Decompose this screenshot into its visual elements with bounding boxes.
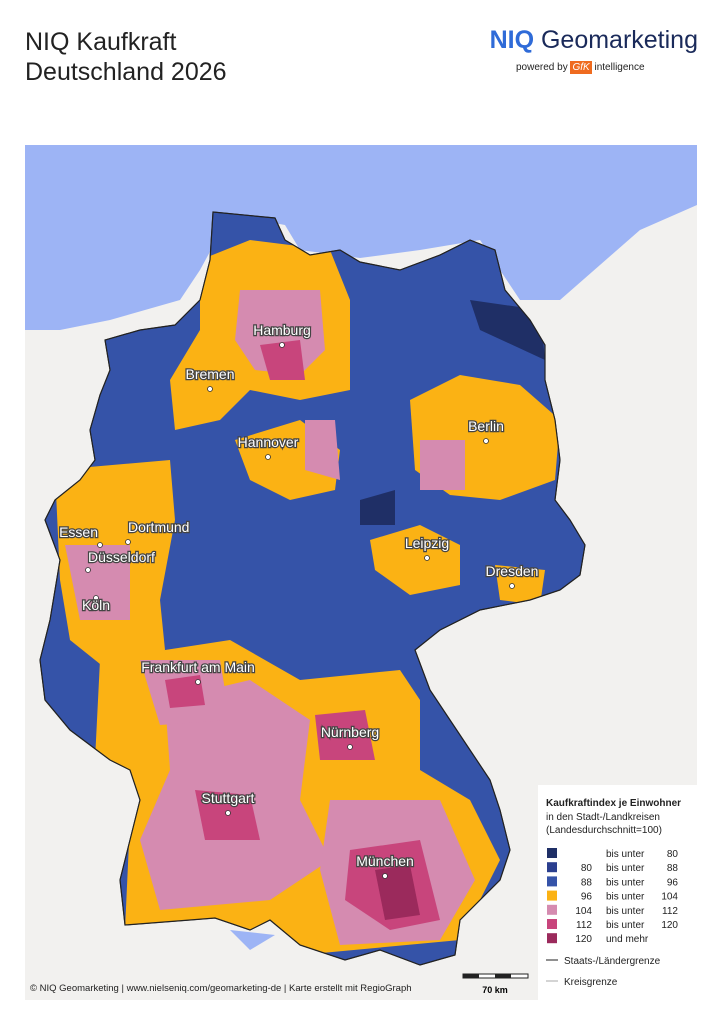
city-dot: [347, 744, 353, 750]
legend-from: 88: [581, 877, 593, 888]
logo-product: Geomarketing: [540, 26, 698, 54]
title: NIQ Kaufkraft: [25, 28, 177, 56]
city-dot: [225, 810, 231, 816]
city-dot: [382, 873, 388, 879]
city-label: Hannover: [238, 434, 299, 450]
legend-to: 120: [661, 920, 678, 931]
legend-swatch: [547, 933, 557, 944]
city-dot: [509, 583, 515, 589]
city-label: Leipzig: [405, 535, 449, 551]
legend-classes: bis unter 80 80 bis unter 88 88 bis unter 96 96 b…: [547, 848, 678, 945]
city-label: Nürnberg: [321, 724, 379, 740]
legend: Kaufkraftindex je Einwohner in den Stadt…: [538, 785, 697, 1000]
logo-brand: NIQ: [489, 26, 535, 54]
city-label: Köln: [82, 597, 110, 613]
city-dot: [279, 342, 285, 348]
legend-connector: bis unter: [606, 863, 645, 874]
legend-swatch: [547, 876, 557, 887]
powered-by: powered by GfK intelligence: [516, 61, 645, 74]
legend-to: 96: [667, 877, 679, 888]
legend-district-label: Kreisgrenze: [564, 977, 618, 988]
city-dot: [195, 679, 201, 685]
legend-connector: bis unter: [606, 849, 645, 860]
legend-from: 96: [581, 892, 593, 903]
legend-from: 80: [581, 863, 593, 874]
gfk-badge: GfK: [570, 61, 592, 74]
city-dot: [424, 555, 430, 561]
city-label: Düsseldorf: [88, 549, 155, 565]
legend-subtitle: in den Stadt-/Landkreisen: [546, 812, 660, 823]
legend-swatch: [547, 848, 557, 858]
cities: Hamburg Bremen Berlin Hannover Essen Dortmund…: [58, 321, 540, 879]
footer: © NIQ Geomarketing | www.nielseniq.com/g…: [30, 983, 412, 994]
legend-state-label: Staats-/Ländergrenze: [564, 956, 661, 967]
city-label: Bremen: [185, 366, 234, 382]
city-label: München: [356, 853, 414, 869]
legend-box: [538, 785, 697, 1000]
legend-to: 112: [662, 906, 678, 917]
legend-to: 80: [667, 849, 679, 860]
lake: [230, 930, 275, 950]
legend-connector: bis unter: [606, 906, 645, 917]
legend-swatch: [547, 919, 557, 929]
city-label: Stuttgart: [202, 790, 255, 806]
city-dot: [483, 438, 489, 444]
sea: [25, 145, 697, 330]
city-label: Essen: [59, 524, 98, 540]
city-dot: [125, 539, 131, 545]
legend-to: 88: [667, 863, 679, 874]
scale-seg: [463, 974, 479, 978]
legend-to: 104: [661, 892, 678, 903]
legend-swatch: [547, 890, 557, 901]
legend-from: 112: [576, 920, 592, 931]
scale-label: 70 km: [482, 985, 508, 995]
legend-connector: bis unter: [606, 877, 645, 888]
intelligence-text: intelligence: [594, 62, 645, 73]
legend-connector: bis unter: [606, 920, 645, 931]
logo: NIQ Geomarketing: [490, 26, 698, 55]
city-label: Dresden: [486, 563, 539, 579]
city-dot: [207, 386, 213, 392]
city-dot: [93, 595, 99, 601]
city-dot: [85, 567, 91, 573]
city-label: Dortmund: [128, 519, 189, 535]
powered-text: powered by: [516, 62, 568, 73]
legend-subtitle: (Landesdurchschnitt=100): [546, 825, 662, 836]
city-label: Berlin: [468, 418, 504, 434]
scale-seg: [495, 974, 511, 978]
city-label: Frankfurt am Main: [141, 659, 255, 675]
legend-connector: bis unter: [606, 892, 645, 903]
city-dot: [97, 542, 103, 548]
legend-from: 120: [575, 934, 592, 945]
legend-from: 104: [575, 906, 592, 917]
regions: [55, 240, 560, 955]
title: Deutschland 2026: [25, 58, 227, 86]
city-label: Hamburg: [253, 322, 311, 338]
legend-connector: und mehr: [606, 934, 649, 945]
legend-title: Kaufkraftindex je Einwohner: [546, 798, 681, 809]
scale-bar: 70 km: [462, 973, 529, 995]
legend-swatch: [547, 862, 557, 873]
legend-swatch: [547, 904, 557, 915]
city-dot: [265, 454, 271, 460]
